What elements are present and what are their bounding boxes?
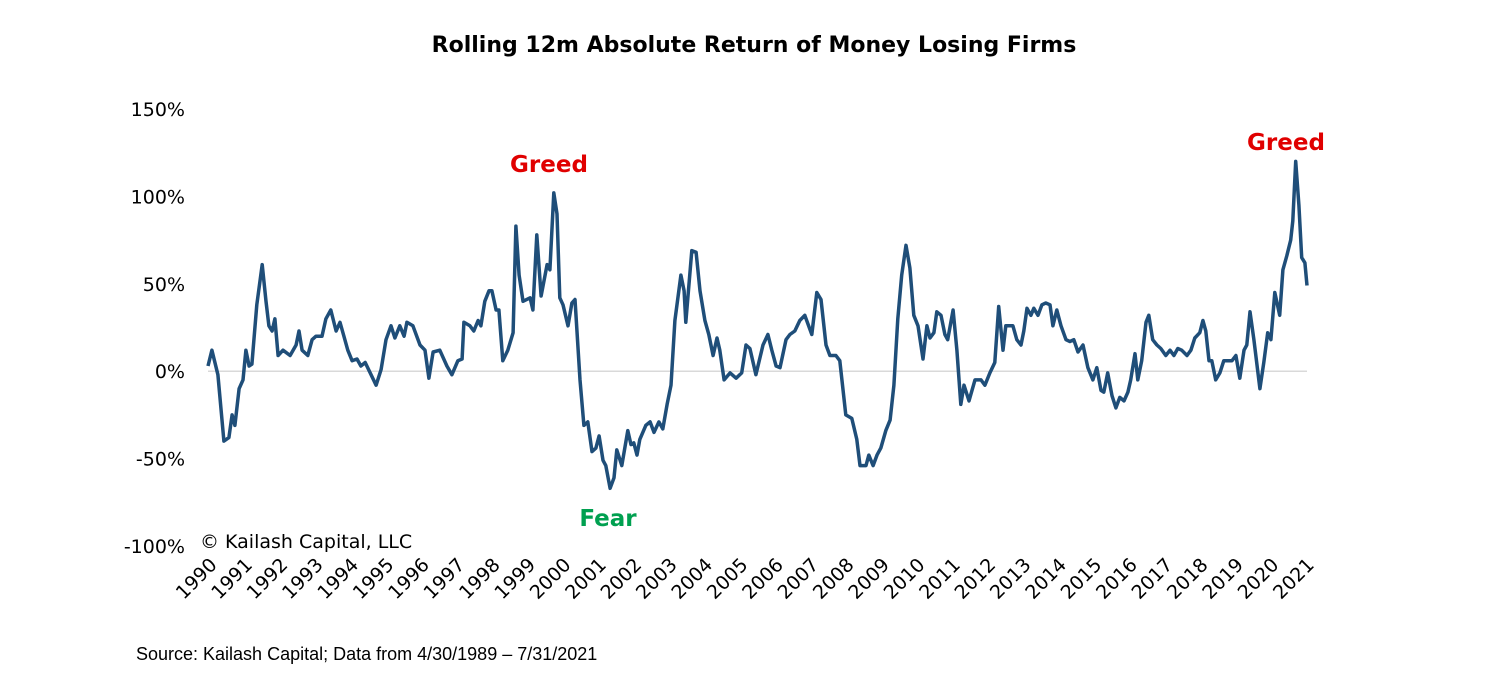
annotation: Fear — [579, 506, 637, 532]
y-tick-label: 150% — [131, 99, 185, 121]
annotation: Greed — [1247, 130, 1325, 156]
y-tick-label: 50% — [143, 274, 185, 296]
annotation: Greed — [510, 152, 588, 178]
y-tick-label: 100% — [131, 186, 185, 208]
y-tick-label: -50% — [136, 449, 185, 471]
x-tick-label: 2021 — [1269, 554, 1319, 604]
y-tick-label: -100% — [124, 536, 185, 558]
y-tick-label: 0% — [155, 361, 185, 383]
annotation: © Kailash Capital, LLC — [200, 531, 412, 553]
chart-title: Rolling 12m Absolute Return of Money Los… — [432, 33, 1077, 58]
data-line — [206, 159, 1309, 491]
source-note: Source: Kailash Capital; Data from 4/30/… — [136, 644, 597, 664]
